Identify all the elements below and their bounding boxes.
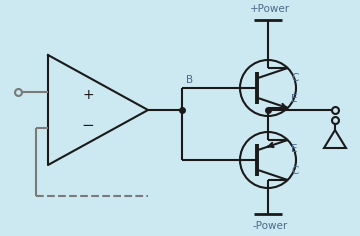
Text: +: +: [82, 88, 94, 102]
Text: C: C: [291, 73, 298, 83]
Text: +Power: +Power: [250, 4, 290, 14]
Text: −: −: [82, 118, 94, 132]
Text: B: B: [186, 75, 193, 85]
Text: C: C: [291, 166, 298, 176]
Text: E: E: [291, 144, 298, 154]
Text: -Power: -Power: [252, 221, 288, 231]
Text: E: E: [291, 94, 298, 104]
